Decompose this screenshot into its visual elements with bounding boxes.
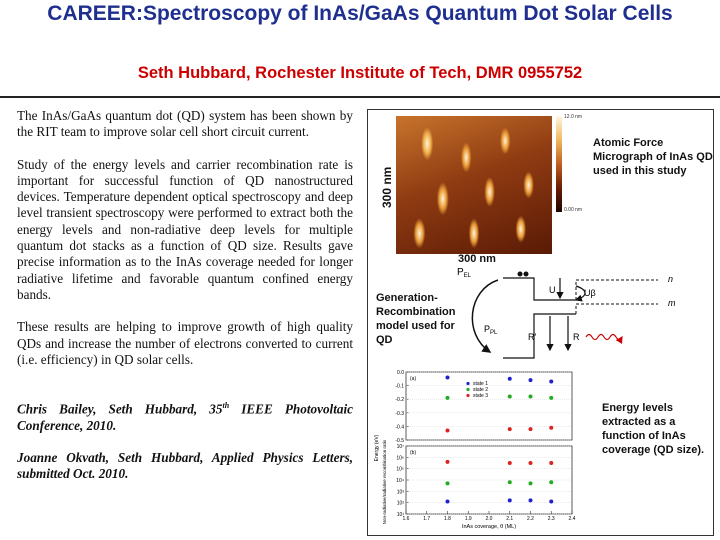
figure-panel xyxy=(367,109,714,536)
chart-legend-label: state 1 xyxy=(473,381,488,387)
afm-colorbar xyxy=(556,116,562,212)
chart-point xyxy=(507,498,512,503)
chart-ytick-label: -0.1 xyxy=(395,384,404,390)
chart-point xyxy=(507,461,512,465)
chart-xtick-label: 1.9 xyxy=(465,516,472,522)
chart-point xyxy=(445,375,450,380)
chart-point xyxy=(507,427,512,432)
citation-1-sup: th xyxy=(222,401,230,411)
chart-xtick-label: 2.1 xyxy=(506,516,513,522)
chart-ytick-label: -0.5 xyxy=(395,438,404,444)
paragraph-2: Study of the energy levels and carrier r… xyxy=(17,156,353,302)
chart-point xyxy=(445,428,450,433)
label-ppl: PPL xyxy=(484,324,498,336)
chart-frame xyxy=(405,371,573,441)
chart-point xyxy=(528,481,533,486)
chart-xlabel: InAs coverage, θ (ML) xyxy=(462,524,516,530)
chart-xtick-label: 2.3 xyxy=(548,516,555,522)
chart-point xyxy=(549,425,554,430)
chart-ytick-label: 10¹ xyxy=(397,512,405,518)
chart-point xyxy=(549,461,554,465)
paragraph-1: The InAs/GaAs quantum dot (QD) system ha… xyxy=(17,108,353,140)
chart-point xyxy=(549,379,554,384)
afm-caption: Atomic Force Micrograph of InAs QD used … xyxy=(593,137,713,177)
afm-scale-horizontal: 300 nm xyxy=(458,253,496,265)
chart-point xyxy=(528,498,533,503)
chart-panel-label: (b) xyxy=(410,450,416,456)
chart-ytick-label: -0.4 xyxy=(395,424,404,430)
body-text: The InAs/GaAs quantum dot (QD) system ha… xyxy=(17,108,353,499)
chart-ytick-label: 10⁷ xyxy=(397,444,405,450)
label-pel: PEL xyxy=(457,267,472,279)
chart-ytick-label: 10⁵ xyxy=(396,467,404,473)
chart-point xyxy=(549,395,554,400)
afm-scale-vertical: 300 nm xyxy=(380,166,394,208)
citation-1-b: IEEE Photovoltaic Conference, 2010. xyxy=(17,401,353,433)
chart-xtick-label: 1.6 xyxy=(403,516,410,522)
chart-ylabel-b: Non-radiative/radiative recombination ra… xyxy=(382,439,387,524)
chart-panel-label: (a) xyxy=(410,376,416,382)
chart-ytick-label: 10⁴ xyxy=(396,478,404,484)
slide-title: CAREER:Spectroscopy of InAs/GaAs Quantum… xyxy=(47,2,673,25)
chart-ytick-label: 0.0 xyxy=(397,370,404,376)
chart-legend-marker xyxy=(466,381,470,386)
chart-xtick-label: 2.4 xyxy=(569,516,576,522)
citation-2: Joanne Okvath, Seth Hubbard, Applied Phy… xyxy=(17,450,353,482)
title-divider xyxy=(0,96,720,98)
chart-point xyxy=(507,376,512,381)
chart-point xyxy=(528,427,533,432)
chart-ytick-label: 10² xyxy=(397,501,405,507)
chart-point xyxy=(445,481,450,486)
afm-micrograph xyxy=(396,116,552,254)
colorbar-top-label: 12.0 nm xyxy=(564,114,583,120)
chart-point xyxy=(445,459,450,464)
chart-legend-label: state 2 xyxy=(473,387,488,393)
chart-point xyxy=(507,394,512,399)
label-ubeta: Uβ xyxy=(584,288,596,298)
label-rprime: R′ xyxy=(528,332,536,342)
slide-subtitle: Seth Hubbard, Rochester Institute of Tec… xyxy=(137,64,583,82)
paragraph-3: These results are helping to improve gro… xyxy=(17,319,353,367)
chart-point xyxy=(445,395,450,400)
chart-ytick-label: 10⁶ xyxy=(396,455,404,461)
energy-caption: Energy levels extracted as a function of… xyxy=(602,402,705,456)
label-n: n xyxy=(668,274,673,284)
citation-1-a: Chris Bailey, Seth Hubbard, 35 xyxy=(17,401,223,417)
colorbar-bottom-label: 0.00 nm xyxy=(564,207,583,213)
chart-legend-marker xyxy=(466,393,470,398)
chart-xtick-label: 2.2 xyxy=(527,516,534,522)
chart-xtick-label: 2.0 xyxy=(486,516,493,522)
chart-point xyxy=(549,499,554,504)
chart-point xyxy=(445,499,450,504)
chart-point xyxy=(528,461,533,465)
chart-ytick-label: -0.3 xyxy=(395,411,404,417)
chart-point xyxy=(549,480,554,485)
chart-ylabel-a: Energy (eV) xyxy=(374,434,380,461)
label-r: R xyxy=(573,332,580,342)
energy-level-chart: Energy (eV) Non-radiative/radiative recom… xyxy=(374,370,576,530)
chart-xtick-label: 1.7 xyxy=(423,516,430,522)
chart-point xyxy=(507,480,512,485)
chart-ytick-label: -0.2 xyxy=(395,397,404,403)
chart-ytick-label: 10³ xyxy=(397,489,405,495)
citation-1: Chris Bailey, Seth Hubbard, 35th IEEE Ph… xyxy=(17,398,353,434)
chart-xtick-label: 1.8 xyxy=(444,516,451,522)
chart-point xyxy=(528,394,533,399)
chart-legend-label: state 3 xyxy=(473,393,488,399)
chart-legend-marker xyxy=(466,387,470,392)
model-caption: Generation-Recombination model used for … xyxy=(376,292,456,346)
recombination-diagram: PEL PPL U Uβ R′ R n m xyxy=(457,267,676,359)
label-u: U xyxy=(549,285,556,295)
label-m: m xyxy=(668,298,676,308)
chart-point xyxy=(528,378,533,383)
